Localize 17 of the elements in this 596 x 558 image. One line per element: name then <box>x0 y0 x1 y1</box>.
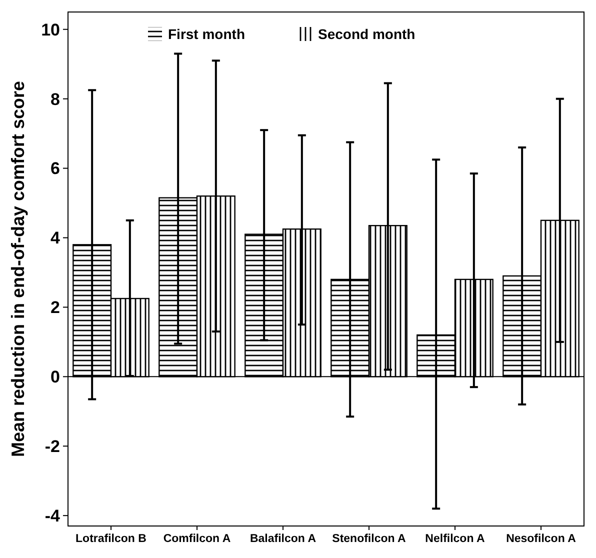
y-tick-label: 0 <box>50 368 60 387</box>
y-tick-label: 10 <box>41 20 60 40</box>
x-tick-label: Stenofilcon A <box>332 533 406 545</box>
y-tick-label: 8 <box>50 90 60 109</box>
legend-label: First month <box>168 26 245 42</box>
x-tick-label: Nesofilcon A <box>506 533 576 545</box>
x-tick-label: Comfilcon A <box>163 533 231 545</box>
y-tick-label: 2 <box>50 298 60 318</box>
x-tick-label: Balafilcon A <box>250 533 316 545</box>
x-tick-label: Lotrafilcon B <box>76 533 146 545</box>
y-tick-label: 6 <box>50 159 60 178</box>
y-tick-label: -2 <box>44 437 60 456</box>
y-tick-label: 4 <box>50 228 61 248</box>
x-tick-label: Nelfilcon A <box>425 533 485 545</box>
y-tick-label: -4 <box>44 506 61 526</box>
legend-label: Second month <box>318 26 416 42</box>
y-axis-title: Mean reduction in end-of-day comfort score <box>8 80 28 458</box>
